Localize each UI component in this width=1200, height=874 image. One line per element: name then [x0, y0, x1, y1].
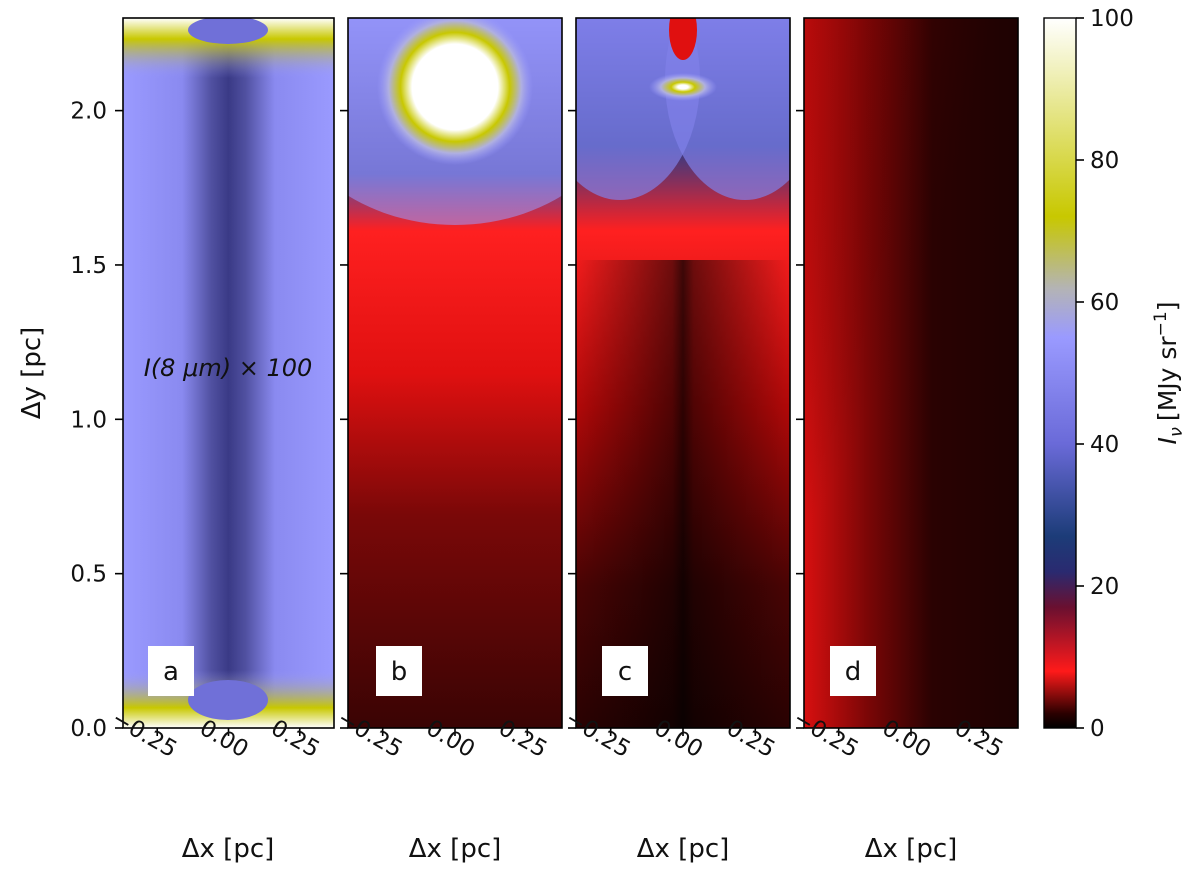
panel-c	[576, 18, 790, 728]
colorbar	[1043, 17, 1077, 729]
y-tick-label-0: 0.0	[70, 716, 107, 742]
panel-d-corner-glow	[804, 18, 1018, 718]
panel-a-field	[123, 18, 334, 728]
panel-letter-c: c	[618, 657, 632, 687]
x-axis-label-b: Δx [pc]	[409, 834, 502, 864]
colorbar-label-exp: −1	[1151, 311, 1171, 336]
y-tick-label-4: 2.0	[70, 99, 107, 125]
y-tick-label-3: 1.5	[70, 253, 107, 279]
panel-b	[348, 18, 562, 728]
y-axis-label: Δy [pc]	[17, 327, 47, 420]
panel-letter-a-box: a	[148, 646, 194, 696]
x-axis-label-a: Δx [pc]	[182, 834, 275, 864]
panel-letter-d-box: d	[830, 646, 876, 696]
panel-letter-b: b	[391, 657, 408, 687]
colorbar-tick-label-0: 0	[1090, 716, 1105, 742]
colorbar-tick-label-3: 60	[1090, 290, 1119, 316]
y-tick-label-1: 0.5	[70, 562, 107, 588]
x-axis-label-d: Δx [pc]	[865, 834, 958, 864]
x-axis-label-c: Δx [pc]	[637, 834, 730, 864]
panel-a-ridge-bottom	[188, 680, 268, 720]
colorbar-tick-label-2: 40	[1090, 432, 1119, 458]
colorbar-label-close: ]	[1153, 301, 1182, 311]
colorbar-label: Iν [MJy sr−1]	[1151, 301, 1187, 444]
panel-a-annotation: I(8 μm) × 100	[144, 354, 313, 382]
panel-c-peak	[649, 73, 717, 101]
panel-c-red-notch	[669, 18, 697, 60]
panel-d	[804, 18, 1018, 728]
panel-letter-d: d	[845, 657, 862, 687]
panel-letter-b-box: b	[376, 646, 422, 696]
colorbar-label-unit: [MJy sr	[1153, 336, 1182, 421]
y-tick-label-2: 1.0	[70, 407, 107, 433]
panel-letter-a: a	[163, 657, 179, 687]
colorbar-tick-label-5: 100	[1090, 6, 1134, 32]
panel-a	[123, 18, 334, 728]
colorbar-tick-label-4: 80	[1090, 148, 1119, 174]
colorbar-label-main: I	[1153, 437, 1182, 444]
colorbar-tick-label-1: 20	[1090, 574, 1119, 600]
panel-a-ridge-top	[188, 18, 268, 44]
panel-b-peak	[377, 18, 533, 165]
panel-c-right-lobe	[665, 18, 790, 200]
panel-letter-c-box: c	[602, 646, 648, 696]
colorbar-label-sub: ν	[1166, 427, 1187, 437]
